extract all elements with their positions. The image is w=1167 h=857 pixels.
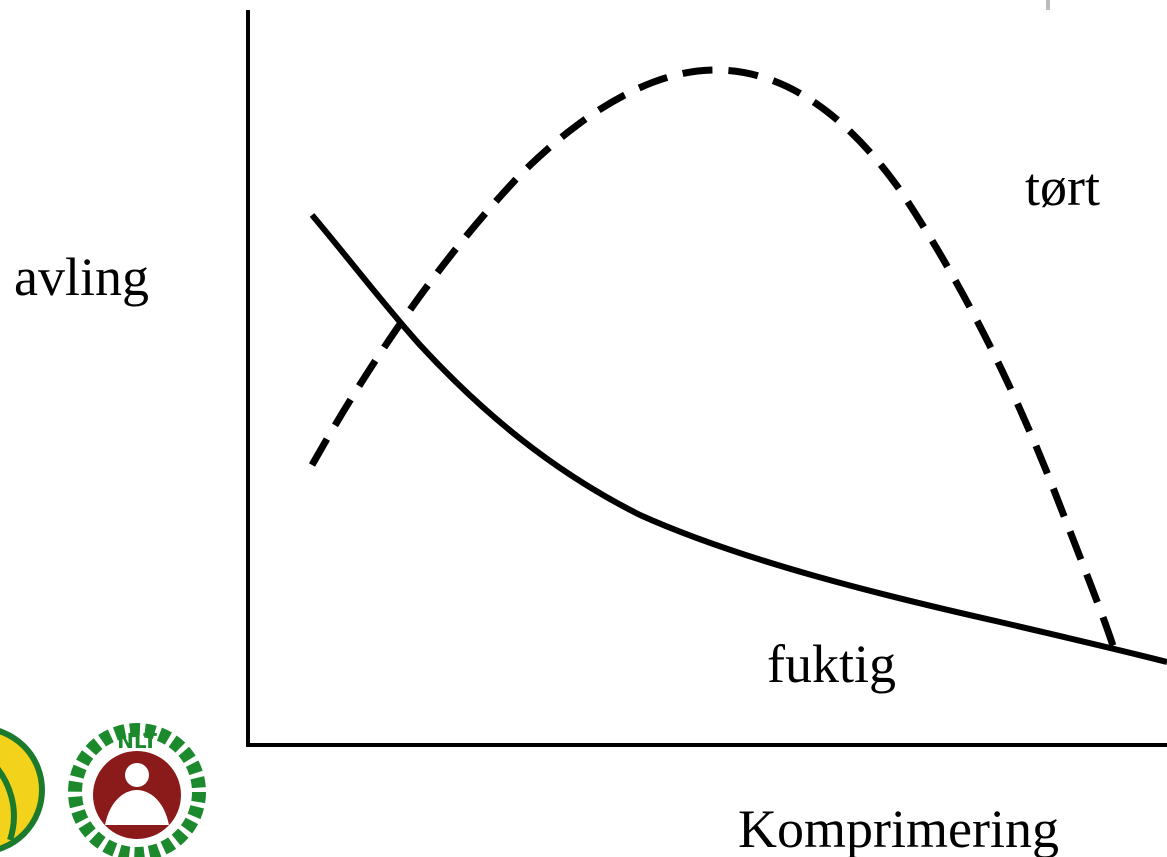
x-axis-label: Komprimering (738, 799, 1059, 857)
left-logo (0, 728, 45, 852)
nlt-logo: NLT (68, 723, 206, 857)
y-axis-label: avling (14, 247, 149, 307)
wet-label: fuktig (767, 634, 896, 694)
wet-curve (309, 213, 1167, 665)
logo-text: NLT (117, 729, 157, 753)
dry-label: tørt (1025, 157, 1100, 217)
